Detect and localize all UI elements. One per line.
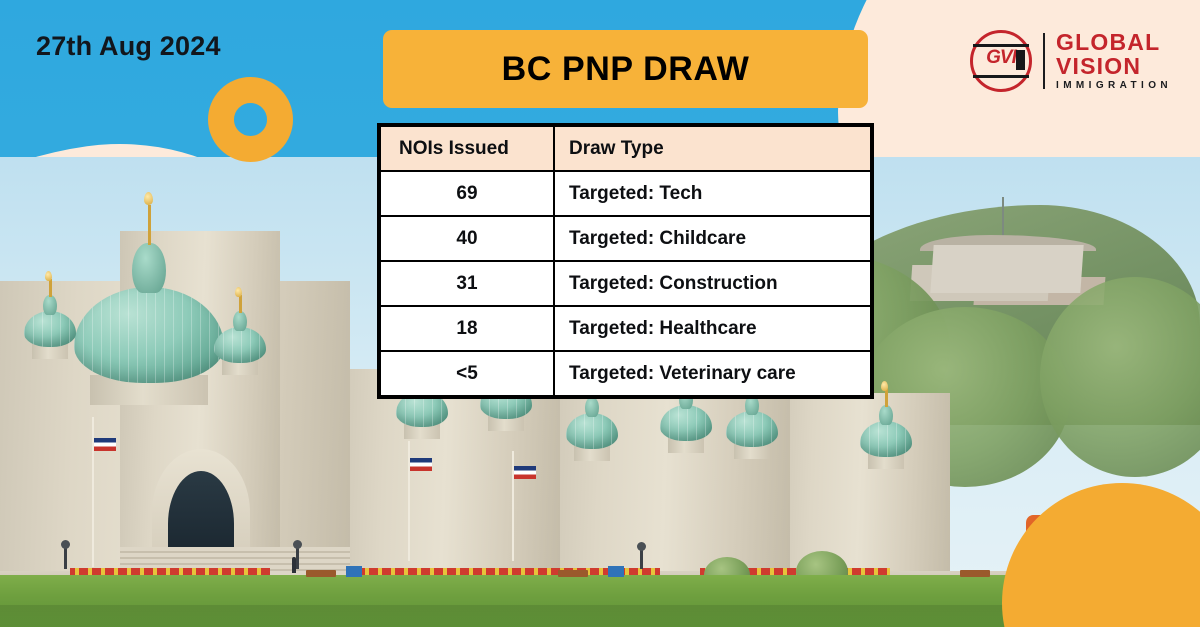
emblem-dark-block [1016, 50, 1026, 70]
lamp-post [293, 540, 302, 569]
column-header-draw-type: Draw Type [553, 125, 872, 172]
page-title: BC PNP DRAW [501, 49, 750, 88]
title-banner: BC PNP DRAW [383, 30, 868, 108]
lamp-post [637, 542, 646, 569]
table-row: 31 Targeted: Construction [379, 260, 872, 307]
flag [514, 466, 536, 479]
flower-bed [700, 568, 890, 575]
bench [558, 570, 588, 577]
draw-date: 27th Aug 2024 [36, 31, 221, 61]
cell-draw-type: Targeted: Childcare [553, 215, 872, 262]
dome-spire [148, 205, 151, 245]
flag [410, 458, 432, 471]
flag [94, 438, 116, 451]
cell-nois-issued: 69 [379, 170, 555, 217]
cell-draw-type: Targeted: Veterinary care [553, 350, 872, 397]
table-row: <5 Targeted: Veterinary care [379, 350, 872, 397]
cell-draw-type: Targeted: Construction [553, 260, 872, 307]
lamp-post [61, 540, 70, 569]
table-header-row: NOIs Issued Draw Type [379, 125, 872, 172]
column-header-nois-issued: NOIs Issued [379, 125, 555, 172]
logo-wordmark: GLOBAL VISION IMMIGRATION [1056, 31, 1172, 91]
blue-bin [608, 566, 624, 577]
logo-line-vision: VISION [1056, 53, 1142, 79]
blue-bin [346, 566, 362, 577]
flagpole [408, 441, 410, 561]
table-head: NOIs Issued Draw Type [379, 125, 872, 172]
table-body: 69 Targeted: Tech 40 Targeted: Childcare… [379, 170, 872, 397]
pedestrian [292, 557, 296, 573]
hillside-building [930, 245, 1084, 293]
brand-logo: GVI GLOBAL VISION IMMIGRATION [970, 30, 1172, 92]
bench [306, 570, 336, 577]
emblem-dark-band [973, 44, 1030, 78]
flagpole [92, 417, 94, 567]
cell-nois-issued: 31 [379, 260, 555, 307]
dome-finial [144, 192, 153, 205]
draw-results-table: NOIs Issued Draw Type 69 Targeted: Tech … [377, 123, 874, 399]
lawn [0, 575, 1200, 627]
flagpole [512, 451, 514, 561]
gvi-emblem-icon: GVI [970, 30, 1033, 92]
flower-bed [70, 568, 270, 575]
emblem-outer-ring [970, 30, 1033, 92]
bench [960, 570, 990, 577]
table: NOIs Issued Draw Type 69 Targeted: Tech … [379, 125, 872, 397]
logo-line-global: GLOBAL [1056, 29, 1161, 55]
cell-nois-issued: <5 [379, 350, 555, 397]
emblem-monogram: GVI [986, 47, 1017, 68]
logo-line-immigration: IMMIGRATION [1056, 80, 1172, 91]
building-wing [770, 393, 950, 581]
table-row: 40 Targeted: Childcare [379, 215, 872, 262]
cell-nois-issued: 40 [379, 215, 555, 262]
table-row: 18 Targeted: Healthcare [379, 305, 872, 352]
logo-divider [1043, 33, 1046, 89]
cell-draw-type: Targeted: Healthcare [553, 305, 872, 352]
tree [1040, 277, 1200, 477]
lawn-shadow [0, 605, 1200, 627]
cell-nois-issued: 18 [379, 305, 555, 352]
table-row: 69 Targeted: Tech [379, 170, 872, 217]
dome-shell [74, 287, 224, 383]
dome-lantern [132, 243, 166, 293]
flower-bed [360, 568, 660, 575]
cell-draw-type: Targeted: Tech [553, 170, 872, 217]
antenna-mast [1002, 197, 1004, 249]
orange-ring-decoration [208, 77, 293, 162]
